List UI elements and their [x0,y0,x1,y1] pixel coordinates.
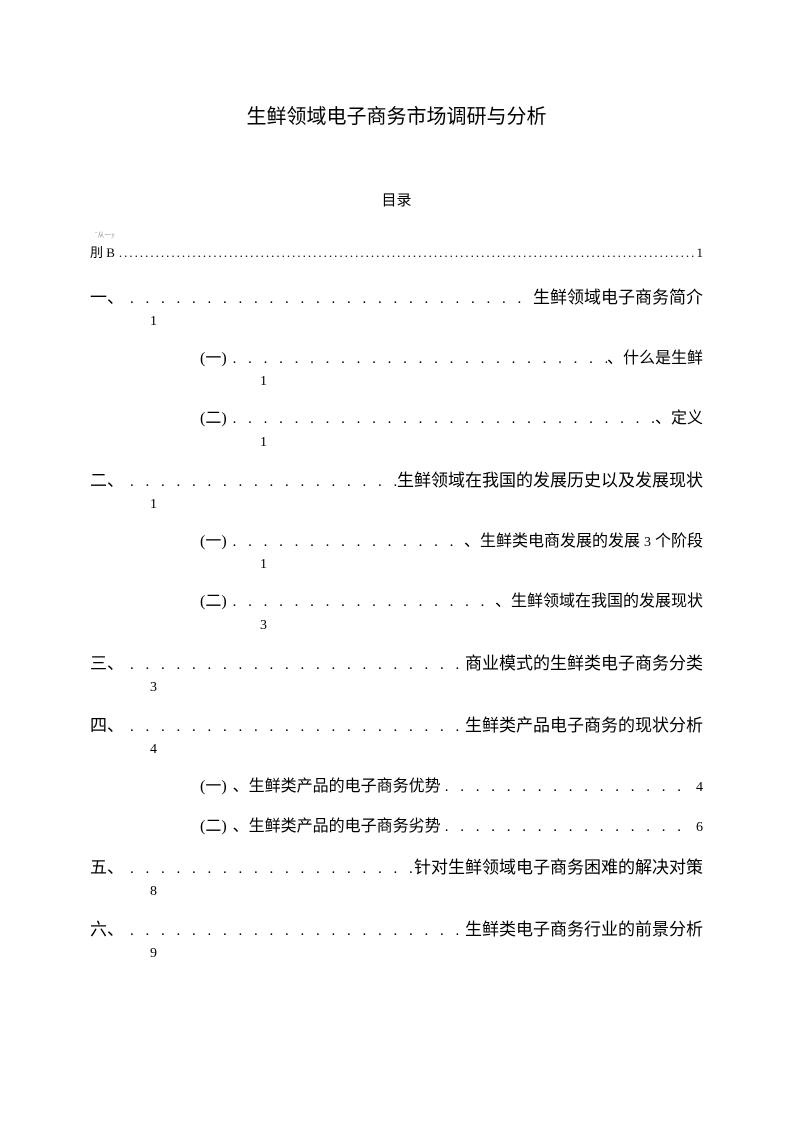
toc-marker: (一) [200,776,227,798]
toc-line: (一) 、生鲜类产品的电子商务优势. . . . . . . . . . . . … [200,776,703,798]
toc-page: 1 [260,557,703,573]
toc-entry: 三、 . . . . . . . . . . . . . . . . . . . … [90,652,703,696]
toc-page: 6 [696,818,703,838]
toc-marker: (二) [200,408,227,430]
toc-page: 4 [696,778,703,798]
toc-page: 8 [150,884,703,900]
toc-entry: (二) . . . . . . . . . . . . . . . . . . .… [90,591,703,633]
toc-entry: (一) . . . . . . . . . . . . . . . . . . .… [90,348,703,390]
toc-line: 二、 . . . . . . . . . . . . . . . . . . . … [90,469,703,493]
toc-top-dots: ........................................… [119,245,695,261]
scribble-text: ˇ从一y [95,230,703,240]
toc-entry: (二) . . . . . . . . . . . . . . . . . . .… [90,408,703,450]
toc-text: 、生鲜领域在我国的发展现状 [495,591,703,613]
toc-marker: 四、 [90,714,124,738]
toc-line: 六、 . . . . . . . . . . . . . . . . . . . … [90,918,703,942]
toc-top-prefix: 刖 B [90,242,115,261]
toc-list: 一、 . . . . . . . . . . . . . . . . . . . … [90,286,703,962]
toc-entry: (一) . . . . . . . . . . . . . . . . . . .… [90,531,703,573]
toc-entry: 五、 . . . . . . . . . . . . . . . . . . . … [90,856,703,900]
toc-marker: (一) [200,531,227,553]
toc-dots: . . . . . . . . . . . . . . . . . . . . … [130,921,465,942]
toc-dots: . . . . . . . . . . . . . . . . . . . . … [130,717,465,738]
toc-text: 生鲜类电子商务行业的前景分析 [465,918,703,942]
toc-entry: 六、 . . . . . . . . . . . . . . . . . . . … [90,918,703,962]
toc-dots: . . . . . . . . . . . . . . . . . . . . … [233,532,464,553]
toc-text: 、定义 [655,408,703,430]
toc-text: 生鲜领域电子商务简介 [533,286,703,310]
toc-text: 商业模式的生鲜类电子商务分类 [465,652,703,676]
toc-page: 3 [260,618,703,634]
toc-page: 9 [150,946,703,962]
toc-text: 、生鲜类产品的电子商务优势 [233,776,441,798]
toc-dots: . . . . . . . . . . . . . . . . . . . . … [233,592,495,613]
toc-line: (二) . . . . . . . . . . . . . . . . . . .… [200,408,703,430]
toc-line: 五、 . . . . . . . . . . . . . . . . . . . … [90,856,703,880]
toc-page: 1 [260,374,703,390]
toc-entry: 二、 . . . . . . . . . . . . . . . . . . . … [90,469,703,513]
toc-dots: . . . . . . . . . . . . . . . . . . . . … [445,817,690,838]
toc-page: 4 [150,742,703,758]
toc-heading: 目录 [90,189,703,210]
toc-marker: 五、 [90,856,124,880]
toc-entry: (一) 、生鲜类产品的电子商务优势. . . . . . . . . . . . … [90,776,703,798]
toc-text: 、生鲜类电商发展的发展 3 个阶段 [464,531,703,553]
toc-page: 3 [150,680,703,696]
toc-dots: . . . . . . . . . . . . . . . . . . . . … [445,777,690,798]
toc-page: 1 [150,314,703,330]
toc-text: 、什么是生鲜 [607,348,703,370]
toc-entry: 四、 . . . . . . . . . . . . . . . . . . . … [90,714,703,758]
toc-line: (二) . . . . . . . . . . . . . . . . . . .… [200,591,703,613]
toc-line: (二) 、生鲜类产品的电子商务劣势. . . . . . . . . . . . … [200,816,703,838]
toc-marker: (二) [200,816,227,838]
toc-line: (一) . . . . . . . . . . . . . . . . . . .… [200,348,703,370]
toc-text: 生鲜类产品电子商务的现状分析 [465,714,703,738]
toc-page: 1 [150,497,703,513]
toc-dots: . . . . . . . . . . . . . . . . . . . . … [233,409,655,430]
toc-dots: . . . . . . . . . . . . . . . . . . . . … [233,349,607,370]
toc-text: 针对生鲜领域电子商务困难的解决对策 [414,856,703,880]
toc-marker: (一) [200,348,227,370]
toc-entry: 一、 . . . . . . . . . . . . . . . . . . . … [90,286,703,330]
toc-line: (一) . . . . . . . . . . . . . . . . . . .… [200,531,703,553]
toc-marker: 三、 [90,652,124,676]
toc-line: 一、 . . . . . . . . . . . . . . . . . . . … [90,286,703,310]
toc-text: 生鲜领域在我国的发展历史以及发展现状 [397,469,703,493]
toc-dots: . . . . . . . . . . . . . . . . . . . . … [130,289,533,310]
toc-marker: 一、 [90,286,124,310]
toc-marker: 二、 [90,469,124,493]
toc-dots: . . . . . . . . . . . . . . . . . . . . … [130,472,397,493]
toc-marker: 六、 [90,918,124,942]
toc-text: 、生鲜类产品的电子商务劣势 [233,816,441,838]
toc-line: 四、 . . . . . . . . . . . . . . . . . . . … [90,714,703,738]
toc-line: 三、 . . . . . . . . . . . . . . . . . . . … [90,652,703,676]
toc-top-page: 1 [697,245,704,261]
toc-marker: (二) [200,591,227,613]
toc-dots: . . . . . . . . . . . . . . . . . . . . … [130,859,414,880]
document-title: 生鲜领域电子商务市场调研与分析 [90,100,703,129]
toc-top-entry: 刖 B ....................................… [90,242,703,261]
toc-page: 1 [260,435,703,451]
toc-dots: . . . . . . . . . . . . . . . . . . . . … [130,655,465,676]
toc-entry: (二) 、生鲜类产品的电子商务劣势. . . . . . . . . . . . … [90,816,703,838]
